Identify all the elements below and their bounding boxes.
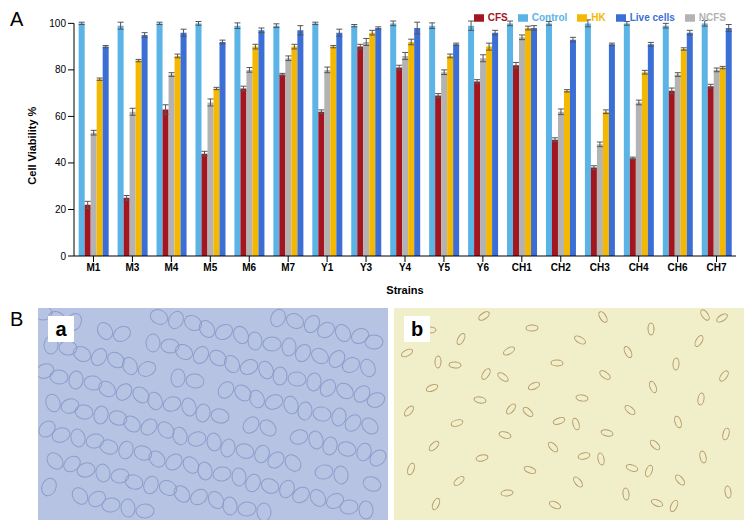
html-text:B: B [10, 308, 24, 330]
svg-text:Y5: Y5 [438, 262, 451, 273]
svg-text:M5: M5 [203, 262, 217, 273]
svg-text:CH1: CH1 [512, 262, 532, 273]
svg-text:CH3: CH3 [590, 262, 610, 273]
svg-text:Strains: Strains [386, 284, 423, 296]
svg-text:80: 80 [55, 64, 67, 75]
svg-text:M6: M6 [242, 262, 256, 273]
svg-text:CH7: CH7 [707, 262, 727, 273]
svg-text:0: 0 [60, 251, 66, 262]
html-text:HK: HK [591, 12, 606, 23]
svg-text:Y4: Y4 [399, 262, 412, 273]
svg-text:Cell Viability %: Cell Viability % [26, 106, 38, 184]
svg-text:CH4: CH4 [629, 262, 649, 273]
html-text:Control: Control [531, 12, 568, 23]
svg-text:M4: M4 [164, 262, 178, 273]
svg-text:100: 100 [49, 18, 66, 29]
html-text:NCFS: NCFS [698, 12, 726, 23]
svg-text:Y6: Y6 [477, 262, 490, 273]
svg-text:40: 40 [55, 157, 67, 168]
html-text:Live cells: Live cells [629, 12, 675, 23]
svg-text:M3: M3 [125, 262, 139, 273]
svg-text:M7: M7 [281, 262, 295, 273]
html-text:b: b [410, 318, 424, 340]
svg-text:M1: M1 [87, 262, 101, 273]
svg-text:60: 60 [55, 111, 67, 122]
html-text:A: A [10, 8, 24, 30]
svg-text:CH2: CH2 [551, 262, 571, 273]
svg-text:Y3: Y3 [360, 262, 373, 273]
svg-text:20: 20 [55, 204, 67, 215]
svg-text:Y1: Y1 [321, 262, 334, 273]
html-text:CFS: CFS [487, 12, 508, 23]
svg-text:CH6: CH6 [668, 262, 688, 273]
html-text:a: a [55, 318, 67, 340]
